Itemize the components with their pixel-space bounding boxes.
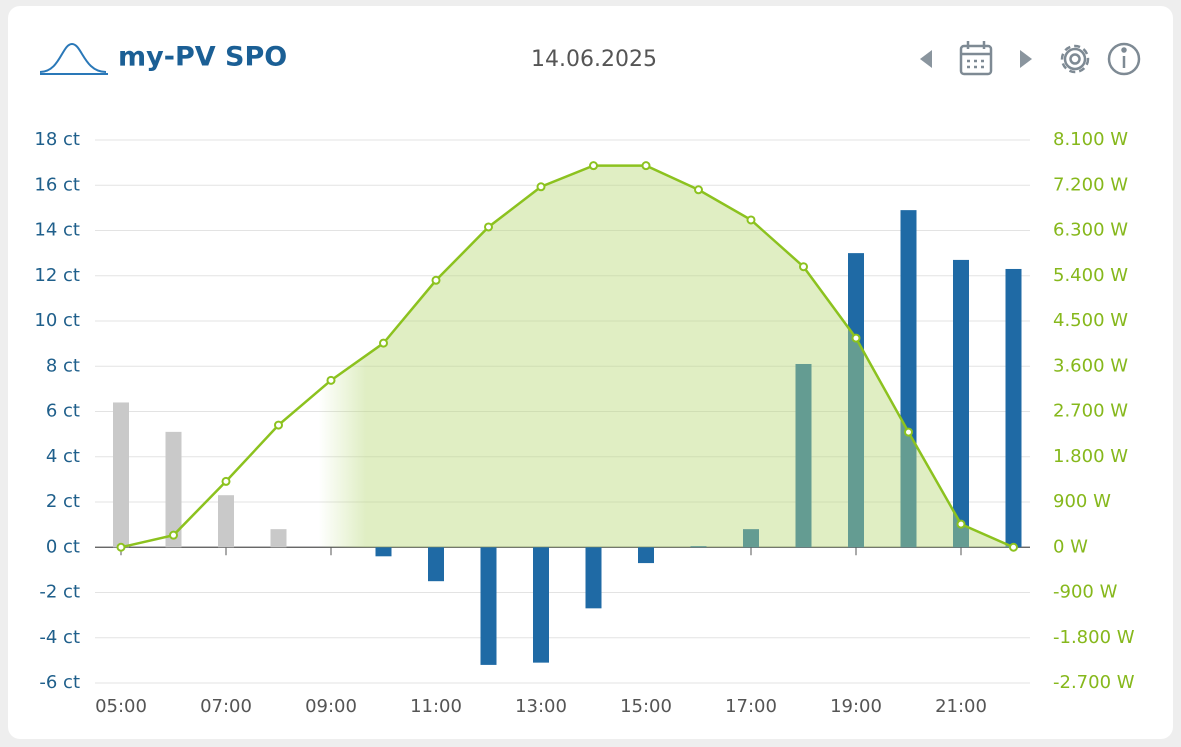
- power-point: [799, 262, 808, 272]
- power-point: [904, 427, 913, 437]
- calendar-button[interactable]: [959, 41, 993, 76]
- y2-tick-label: 6.300 W: [1053, 220, 1128, 241]
- bar: [585, 547, 602, 609]
- bar: [953, 259, 969, 548]
- y-tick-label: -2 ct: [39, 582, 80, 603]
- y-tick-label: 0 ct: [46, 536, 80, 557]
- date: 14.06.2025: [531, 47, 657, 72]
- bar: [638, 547, 654, 564]
- power-point: [116, 542, 126, 552]
- power-point: [326, 375, 336, 385]
- y-tick-label: -4 ct: [39, 627, 80, 648]
- y-tick-label: 2 ct: [46, 491, 80, 512]
- y-tick-label: 16 ct: [34, 174, 80, 195]
- x-tick-label: 05:00: [95, 696, 147, 717]
- bar: [480, 547, 497, 665]
- power-line: [120, 164, 1015, 549]
- x-tick-label: 15:00: [620, 696, 672, 717]
- info-button[interactable]: [1107, 42, 1141, 76]
- y-tick-label: 10 ct: [34, 310, 80, 331]
- power-point: [169, 530, 178, 540]
- y-tick-label: 18 ct: [34, 129, 80, 150]
- y2-tick-label: 7.200 W: [1053, 174, 1128, 195]
- app-title: my-PV SPO: [118, 42, 287, 73]
- power-point: [746, 215, 756, 225]
- y2-tick-label: 1.800 W: [1053, 446, 1128, 467]
- next-day[interactable]: [1020, 50, 1032, 68]
- bar: [165, 431, 182, 548]
- power-point: [379, 338, 388, 348]
- power-point: [221, 476, 231, 486]
- y2-tick-label: 2.700 W: [1053, 401, 1128, 422]
- bar: [113, 402, 129, 548]
- bar: [428, 547, 444, 582]
- x-tick-label: 17:00: [725, 696, 777, 717]
- power-point: [589, 161, 598, 171]
- power-point: [956, 519, 966, 529]
- y2-tick-label: 8.100 W: [1053, 129, 1128, 150]
- power-point: [641, 161, 651, 171]
- y2-tick-label: 5.400 W: [1053, 265, 1128, 286]
- x-tick-label: 11:00: [410, 696, 462, 717]
- y2-tick-label: -1.800 W: [1053, 627, 1135, 648]
- power-point: [274, 420, 283, 430]
- y2-tick-label: 3.600 W: [1053, 355, 1128, 376]
- power-area: [121, 165, 1014, 548]
- x-tick-label: 09:00: [305, 696, 357, 717]
- y2-tick-label: -900 W: [1053, 582, 1118, 603]
- prev-day[interactable]: [920, 50, 932, 68]
- y2-tick-label: 4.500 W: [1053, 310, 1128, 331]
- power-point: [536, 182, 546, 192]
- y-tick-label: 6 ct: [46, 401, 80, 422]
- x-tick-label: 21:00: [935, 696, 987, 717]
- power-point: [1009, 542, 1018, 552]
- power-point: [431, 275, 441, 285]
- y-tick-label: 14 ct: [34, 220, 80, 241]
- bar: [375, 547, 392, 557]
- x-tick-label: 07:00: [200, 696, 252, 717]
- y-tick-label: 8 ct: [46, 355, 80, 376]
- y2-tick-label: 900 W: [1053, 491, 1111, 512]
- y-tick-label: -6 ct: [39, 672, 80, 693]
- x-tick-label: 13:00: [515, 696, 567, 717]
- logo-icon: [39, 42, 107, 73]
- y2-tick-label: 0 W: [1053, 536, 1088, 557]
- power-point: [694, 185, 703, 195]
- y-tick-label: 4 ct: [46, 446, 80, 467]
- power-point: [484, 222, 493, 232]
- bar: [533, 547, 549, 663]
- y-tick-label: 12 ct: [34, 265, 80, 286]
- bar: [1005, 268, 1022, 548]
- y2-tick-label: -2.700 W: [1053, 672, 1135, 693]
- x-tick-label: 19:00: [830, 696, 882, 717]
- settings-button[interactable]: [1060, 44, 1090, 74]
- power-point: [851, 333, 861, 343]
